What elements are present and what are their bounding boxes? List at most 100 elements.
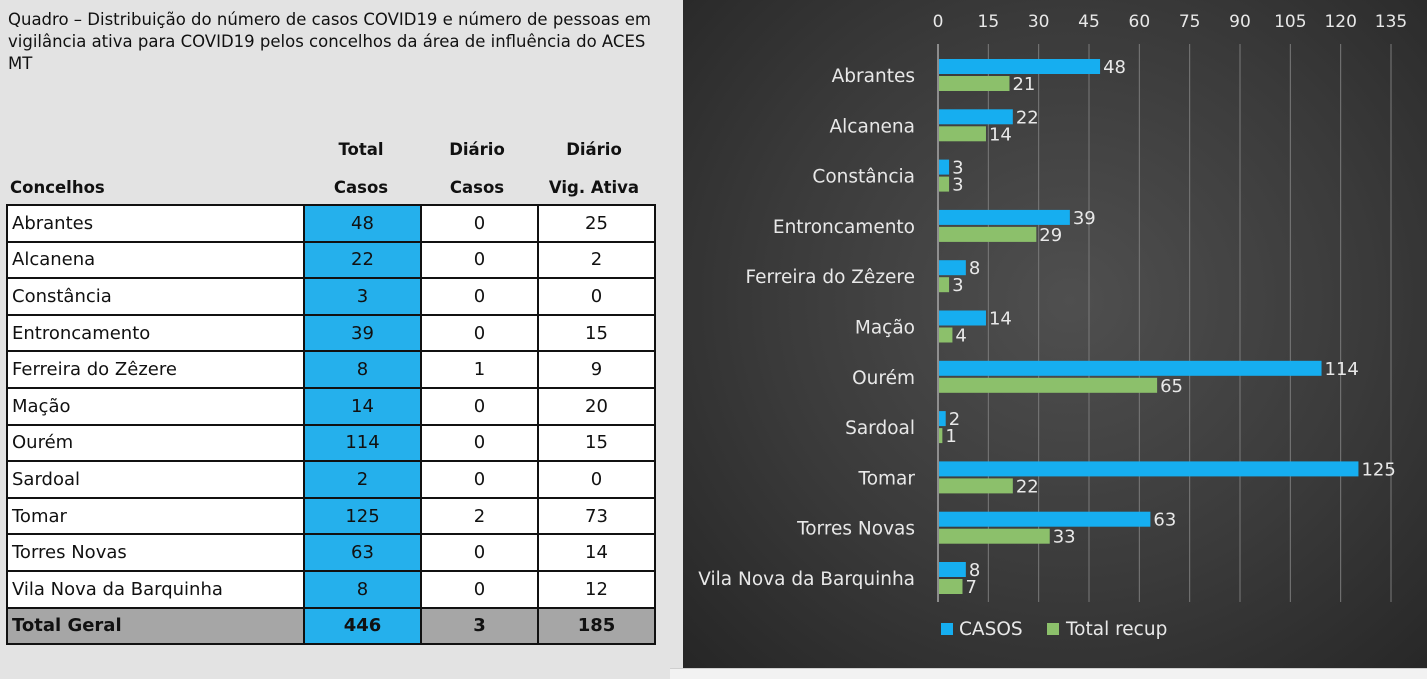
- table-row: Alcanena 22 0 2: [6, 240, 656, 280]
- header-diario-line1: Diário: [449, 140, 505, 159]
- header-total-line1: Total: [338, 140, 384, 159]
- cell-vig-ativa: 0: [537, 277, 656, 316]
- category-label: Entroncamento: [773, 217, 915, 238]
- bar-casos: [939, 411, 946, 427]
- bar-total-recup: [939, 528, 1050, 544]
- cell-vig-ativa: 15: [537, 313, 656, 353]
- data-label: 65: [1160, 376, 1183, 397]
- cell-concelho: Torres Novas: [6, 533, 305, 572]
- table-body: Abrantes 48 0 25 Alcanena 22 0 2 Constância 3 0 0 En…: [6, 204, 656, 646]
- cell-concelho: Alcanena: [6, 240, 305, 280]
- cell-concelho: Sardoal: [6, 460, 305, 499]
- cell-diario-casos: 0: [420, 240, 539, 280]
- data-label: 22: [1016, 107, 1039, 128]
- x-tick-label: 105: [1274, 12, 1306, 32]
- table-row: Constância 3 0 0: [6, 277, 656, 316]
- table-row: Tomar 125 2 73: [6, 496, 656, 536]
- data-label: 14: [989, 309, 1012, 330]
- bar-casos: [939, 109, 1013, 125]
- cell-diario-casos: 0: [420, 423, 539, 463]
- bar-casos: [939, 461, 1359, 477]
- cell-concelho: Entroncamento: [6, 313, 305, 353]
- x-tick-label: 60: [1129, 12, 1151, 32]
- table-row: Entroncamento 39 0 15: [6, 313, 656, 353]
- legend-label-total-recup: Total recup: [1065, 619, 1167, 640]
- cell-total-casos: 14: [303, 386, 422, 426]
- x-tick-label: 15: [978, 12, 1000, 32]
- cell-vig-ativa: 185: [537, 606, 656, 646]
- cell-total-casos: 22: [303, 240, 422, 280]
- cell-total-casos: 114: [303, 423, 422, 463]
- bottom-strip: [670, 668, 1427, 679]
- legend-swatch-total-recup: [1047, 623, 1059, 635]
- table-row: Ourém 114 0 15: [6, 423, 656, 463]
- cell-total-casos: 8: [303, 569, 422, 609]
- table-caption: Quadro – Distribuição do número de casos…: [8, 10, 651, 73]
- cell-vig-ativa: 9: [537, 350, 656, 389]
- category-label: Vila Nova da Barquinha: [698, 569, 915, 590]
- cell-concelho: Total Geral: [6, 606, 305, 646]
- cell-vig-ativa: 0: [537, 460, 656, 499]
- cell-concelho: Constância: [6, 277, 305, 316]
- cell-diario-casos: 0: [420, 386, 539, 426]
- cell-concelho: Ferreira do Zêzere: [6, 350, 305, 389]
- category-label: Ferreira do Zêzere: [745, 267, 915, 288]
- data-label: 22: [1016, 476, 1039, 497]
- bar-total-recup: [939, 176, 950, 192]
- cell-diario-casos: 0: [420, 204, 539, 243]
- cell-total-casos: 48: [303, 204, 422, 243]
- bar-total-recup: [939, 277, 950, 293]
- bar-total-recup: [939, 377, 1158, 393]
- cell-diario-casos: 0: [420, 277, 539, 316]
- header-total-line2: Casos: [333, 178, 389, 197]
- bar-casos: [939, 360, 1322, 376]
- table-row: Vila Nova da Barquinha 8 0 12: [6, 569, 656, 609]
- cell-concelho: Vila Nova da Barquinha: [6, 569, 305, 609]
- x-tick-label: 30: [1028, 12, 1050, 32]
- data-label: 33: [1053, 527, 1076, 548]
- cell-vig-ativa: 14: [537, 533, 656, 572]
- bar-total-recup: [939, 76, 1010, 91]
- cell-diario-casos: 3: [420, 606, 539, 646]
- header-vig-line1: Diário: [566, 140, 622, 159]
- category-label: Ourém: [852, 368, 915, 389]
- category-label: Torres Novas: [796, 519, 915, 540]
- bar-casos: [939, 260, 966, 276]
- cell-vig-ativa: 20: [537, 386, 656, 426]
- data-label: 63: [1153, 510, 1176, 531]
- cell-concelho: Ourém: [6, 423, 305, 463]
- cell-total-casos: 125: [303, 496, 422, 536]
- data-label: 125: [1361, 459, 1395, 480]
- cell-vig-ativa: 73: [537, 496, 656, 536]
- data-label: 7: [965, 577, 976, 598]
- data-label: 8: [969, 258, 980, 279]
- table-row: Sardoal 2 0 0: [6, 460, 656, 499]
- data-label: 3: [952, 158, 963, 179]
- cell-vig-ativa: 25: [537, 204, 656, 243]
- x-tick-label: 120: [1324, 12, 1356, 32]
- data-label: 21: [1012, 74, 1035, 95]
- x-tick-label: 90: [1229, 12, 1251, 32]
- table-row: Abrantes 48 0 25: [6, 204, 656, 243]
- cell-diario-casos: 0: [420, 569, 539, 609]
- cell-diario-casos: 0: [420, 460, 539, 499]
- data-label: 8: [969, 560, 980, 581]
- bar-casos: [939, 209, 1070, 225]
- cell-total-casos: 63: [303, 533, 422, 572]
- header-total-casos: Total Casos: [303, 131, 419, 207]
- x-tick-label: 75: [1179, 12, 1201, 32]
- data-label: 3: [952, 175, 963, 196]
- bar-casos: [939, 59, 1101, 74]
- category-label: Constância: [812, 167, 915, 188]
- cell-total-casos: 446: [303, 606, 422, 646]
- table-row: Ferreira do Zêzere 8 1 9: [6, 350, 656, 389]
- data-label: 2: [949, 409, 960, 430]
- legend-label-casos: CASOS: [959, 619, 1023, 640]
- x-tick-label: 0: [933, 12, 944, 32]
- cell-concelho: Mação: [6, 386, 305, 426]
- bar-total-recup: [939, 126, 986, 142]
- cell-vig-ativa: 2: [537, 240, 656, 280]
- data-label: 3: [952, 275, 963, 296]
- data-label: 4: [955, 326, 966, 347]
